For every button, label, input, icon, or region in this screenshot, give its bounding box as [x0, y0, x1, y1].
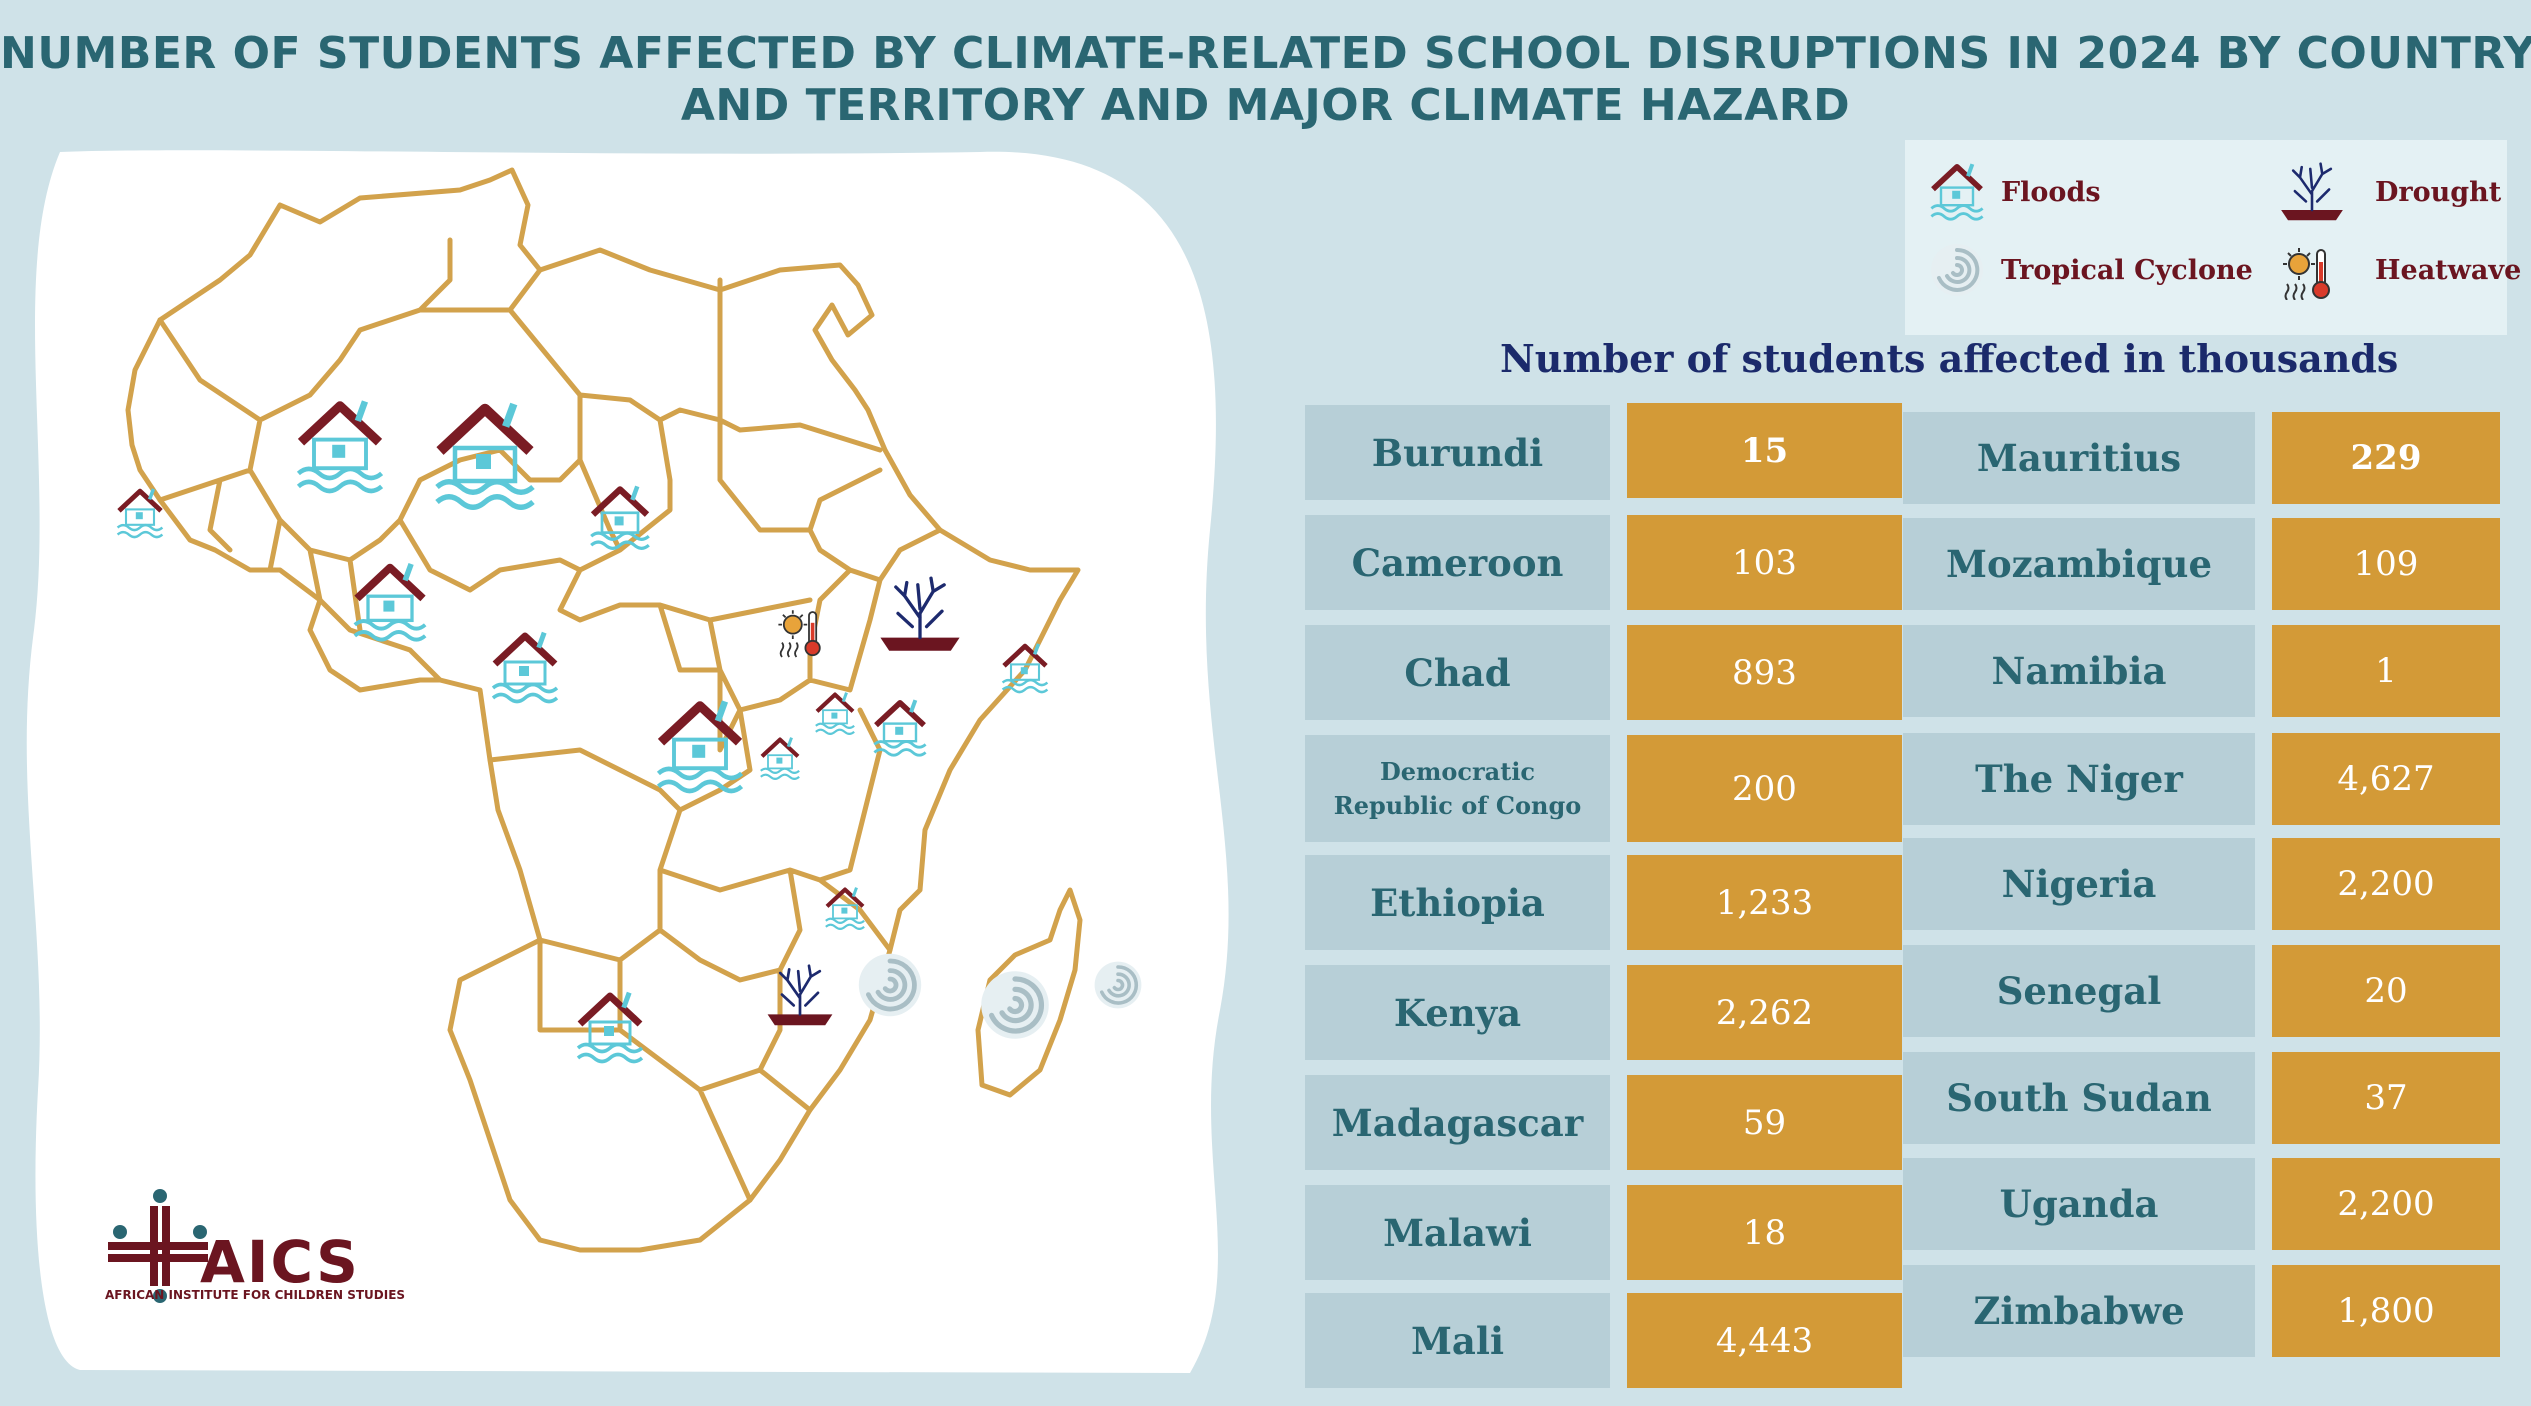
value-cell-south-sudan: 37 [2272, 1052, 2500, 1144]
value-cell-ethiopia: 1,233 [1627, 855, 1902, 950]
legend-floods-label: Floods [2001, 176, 2101, 208]
value-cell-madagascar: 59 [1627, 1075, 1902, 1170]
value-cell-burundi: 15 [1627, 403, 1902, 498]
africa-map [20, 150, 1240, 1375]
country-cell-namibia: Namibia [1903, 625, 2255, 717]
cyclone-icon-mauritius [1092, 959, 1144, 1011]
value-cell-mozambique: 109 [2272, 518, 2500, 610]
value-cell-cameroon: 103 [1627, 515, 1902, 610]
title-line-2: AND TERRITORY AND MAJOR CLIMATE HAZARD [680, 80, 1851, 131]
title-line-1: NUMBER OF STUDENTS AFFECTED BY CLIMATE-R… [0, 28, 2531, 79]
country-cell-kenya: Kenya [1305, 965, 1610, 1060]
logo-text: AICS [200, 1228, 360, 1296]
country-cell-ethiopia: Ethiopia [1305, 855, 1610, 950]
value-cell-senegal: 20 [2272, 945, 2500, 1037]
logo-subtitle: AFRICAN INSTITUTE FOR CHILDREN STUDIES [105, 1288, 406, 1302]
cyclone-icon-mozambique [859, 954, 921, 1016]
legend: Floods Drought Tropical Cyclone Heatwave [1905, 140, 2521, 335]
drought-icon [2279, 162, 2345, 222]
country-cell-uganda: Uganda [1903, 1158, 2255, 1250]
legend-heatwave-label: Heatwave [2375, 254, 2522, 286]
country-cell-burundi: Burundi [1305, 405, 1610, 500]
country-cell-chad: Chad [1305, 625, 1610, 720]
country-cell-south-sudan: South Sudan [1903, 1052, 2255, 1144]
value-cell-chad: 893 [1627, 625, 1902, 720]
legend-floods: Floods [1927, 162, 2101, 222]
heatwave-icon [2282, 247, 2330, 300]
country-cell-malawi: Malawi [1305, 1185, 1610, 1280]
value-cell-democratic-republic-of-congo: 200 [1627, 735, 1902, 842]
legend-heatwave: Heatwave [2277, 240, 2521, 300]
map-background [26, 150, 1229, 1373]
country-cell-cameroon: Cameroon [1305, 515, 1610, 610]
country-cell-zimbabwe: Zimbabwe [1903, 1265, 2255, 1357]
value-cell-nigeria: 2,200 [2272, 838, 2500, 930]
value-cell-kenya: 2,262 [1627, 965, 1902, 1060]
value-cell-mali: 4,443 [1627, 1293, 1902, 1388]
value-cell-namibia: 1 [2272, 625, 2500, 717]
legend-cyclone: Tropical Cyclone [1927, 240, 2253, 300]
country-cell-the-niger: The Niger [1903, 733, 2255, 825]
country-cell-nigeria: Nigeria [1903, 838, 2255, 930]
value-cell-mauritius: 229 [2272, 412, 2500, 504]
country-cell-senegal: Senegal [1903, 945, 2255, 1037]
legend-drought: Drought [2277, 162, 2501, 222]
cyclone-icon [1929, 242, 1985, 298]
legend-cyclone-label: Tropical Cyclone [2001, 254, 2253, 286]
table-caption: Number of students affected in thousands [1500, 336, 2399, 381]
madagascar-outline [975, 887, 1083, 1098]
flood-icon [1927, 162, 1987, 222]
legend-drought-label: Drought [2375, 176, 2502, 208]
country-cell-madagascar: Madagascar [1305, 1075, 1610, 1170]
page-title: NUMBER OF STUDENTS AFFECTED BY CLIMATE-R… [0, 28, 2531, 132]
value-cell-uganda: 2,200 [2272, 1158, 2500, 1250]
africa-outline [125, 167, 1081, 1253]
country-cell-mozambique: Mozambique [1903, 518, 2255, 610]
country-cell-mauritius: Mauritius [1903, 412, 2255, 504]
country-cell-democratic-republic-of-congo: Democratic Republic of Congo [1305, 735, 1610, 842]
value-cell-malawi: 18 [1627, 1185, 1902, 1280]
cyclone-icon-madagascar [981, 971, 1049, 1039]
value-cell-the-niger: 4,627 [2272, 733, 2500, 825]
value-cell-zimbabwe: 1,800 [2272, 1265, 2500, 1357]
country-cell-mali: Mali [1305, 1293, 1610, 1388]
